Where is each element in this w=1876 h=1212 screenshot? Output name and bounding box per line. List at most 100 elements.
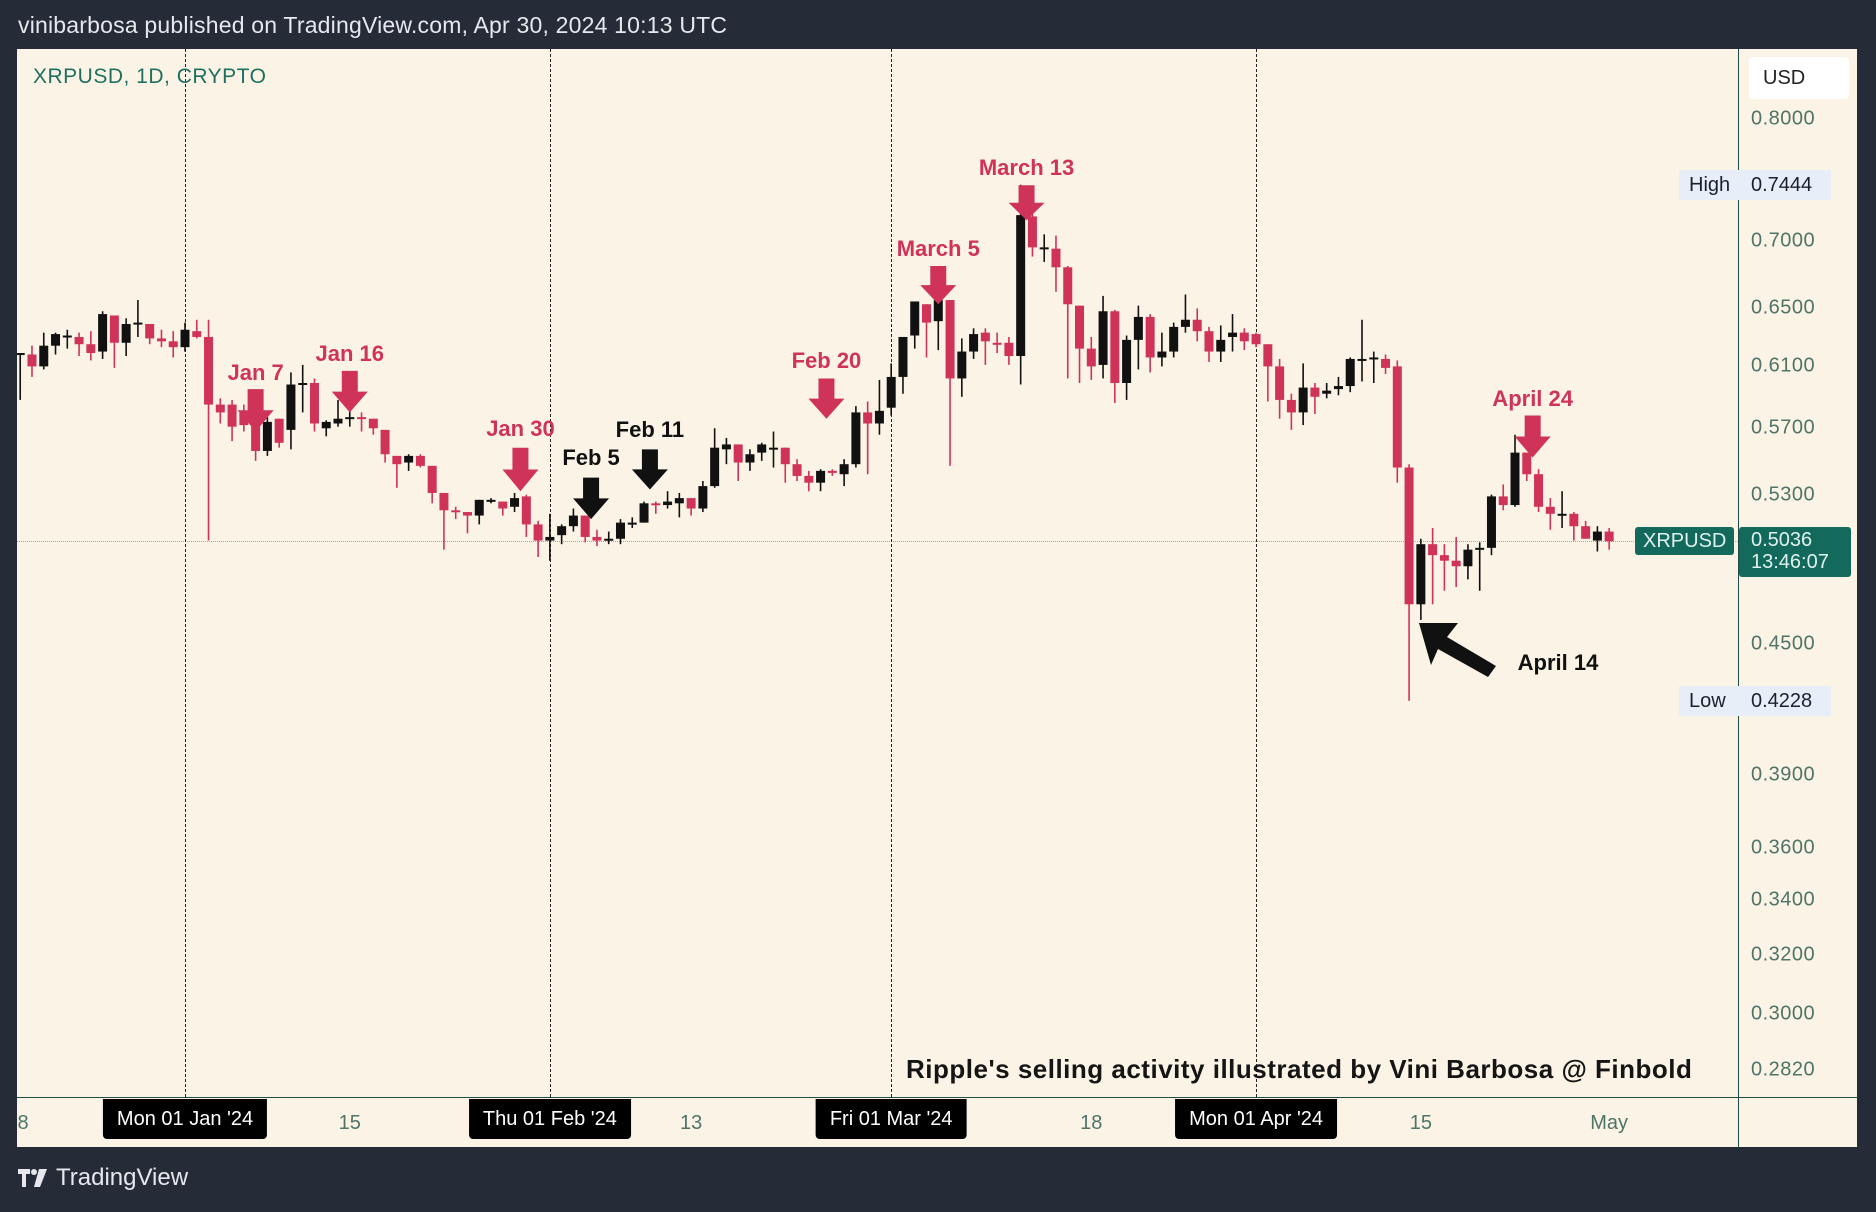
low-label: Low <box>1689 689 1726 712</box>
symbol-label[interactable]: XRPUSD, 1D, CRYPTO <box>33 65 267 88</box>
candle <box>1534 469 1544 513</box>
price-tick-label: 0.6500 <box>1751 296 1816 319</box>
high-price-tag: High 0.7444 <box>1679 169 1831 200</box>
candle <box>1204 326 1214 362</box>
candle <box>980 328 990 365</box>
price-tick-label: 0.3900 <box>1751 763 1816 786</box>
candle <box>1063 265 1073 379</box>
time-axis-month-badge: Fri 01 Mar '24 <box>815 1099 967 1139</box>
candle <box>827 469 837 476</box>
candle <box>451 506 461 520</box>
candle <box>180 322 190 352</box>
candle <box>910 301 920 349</box>
candle <box>298 364 308 413</box>
time-axis[interactable]: 8 Mon 01 Jan '24 15 Thu 01 Feb '24 13 Fri 01 … <box>17 1097 1857 1148</box>
candle <box>851 406 861 468</box>
candle <box>74 332 84 356</box>
price-tick-label: 0.6100 <box>1751 354 1816 377</box>
candle <box>674 492 684 518</box>
candle <box>439 492 449 550</box>
candle <box>1439 544 1449 591</box>
price-tick-label: 0.7000 <box>1751 229 1816 252</box>
candle <box>1251 332 1261 348</box>
candle <box>404 454 414 471</box>
candle <box>415 454 425 468</box>
candle <box>262 417 272 456</box>
candle <box>156 329 166 348</box>
down-arrow-icon <box>573 477 610 520</box>
down-arrow-icon <box>237 389 274 432</box>
price-tick-label: 0.2820 <box>1751 1058 1816 1081</box>
candle <box>557 524 567 545</box>
month-separator-line <box>185 49 186 1097</box>
candle <box>1592 526 1602 552</box>
candle <box>1392 360 1402 483</box>
candle <box>1369 351 1379 383</box>
candle <box>1475 542 1485 591</box>
candle <box>792 459 802 481</box>
time-axis-label: 18 <box>1080 1112 1103 1134</box>
down-arrow-icon <box>808 378 845 419</box>
candle <box>1581 520 1591 539</box>
candle <box>1004 336 1014 365</box>
candle <box>51 332 61 355</box>
candle <box>1051 235 1061 292</box>
down-arrow-icon <box>631 449 668 490</box>
candle <box>874 379 884 435</box>
candle <box>1145 314 1155 373</box>
candle <box>1098 295 1108 379</box>
price-plot-area[interactable]: XRPUSD, 1D, CRYPTO Jan 7 Jan 16 Jan 30 Feb … <box>17 49 1738 1097</box>
candle <box>1216 325 1226 362</box>
candle <box>1180 294 1190 333</box>
candle <box>1039 234 1049 262</box>
candle <box>486 498 496 504</box>
candle <box>1486 494 1496 556</box>
candle <box>380 429 390 463</box>
low-price-tag: Low 0.4228 <box>1679 685 1831 716</box>
candle <box>757 442 767 461</box>
candle <box>839 459 849 487</box>
candle <box>886 363 896 416</box>
candle <box>780 447 790 483</box>
time-axis-month-badge: Mon 01 Jan '24 <box>102 1099 268 1139</box>
current-price-value: 0.5036 <box>1751 529 1813 552</box>
candle <box>1122 335 1132 400</box>
price-axis[interactable]: USD 0.8000 0.7000 0.6500 0.6100 0.5700 0.5300… <box>1738 49 1858 1097</box>
candle <box>1192 308 1202 342</box>
candle <box>1169 322 1179 358</box>
candle <box>474 499 484 525</box>
candle <box>1075 305 1085 383</box>
candle <box>1027 210 1037 257</box>
candle <box>215 398 225 424</box>
candle <box>698 480 708 513</box>
currency-button[interactable]: USD <box>1749 57 1849 99</box>
candle <box>1357 319 1367 382</box>
candle <box>627 517 637 528</box>
annotation-label: Feb 20 <box>791 347 862 373</box>
candle <box>1463 544 1473 580</box>
candle <box>133 300 143 337</box>
candle <box>357 412 367 432</box>
bar-countdown: 13:46:07 <box>1751 551 1829 574</box>
candle <box>816 469 826 492</box>
candle <box>745 449 755 471</box>
candle <box>992 332 1002 354</box>
candle <box>321 420 331 437</box>
chart-caption: Ripple's selling activity illustrated by… <box>906 1054 1693 1084</box>
price-tick-label: 0.3000 <box>1751 1002 1816 1025</box>
time-axis-label: 15 <box>1409 1112 1432 1134</box>
time-axis-label: 13 <box>679 1112 703 1134</box>
candle <box>1086 336 1096 380</box>
down-arrow-icon <box>502 447 539 492</box>
candle <box>1604 527 1614 550</box>
candle <box>863 401 873 475</box>
price-tick-label: 0.3600 <box>1751 836 1816 859</box>
candle <box>1557 491 1567 528</box>
tradingview-logo-icon <box>18 1169 47 1187</box>
down-arrow-icon <box>920 265 957 305</box>
tradingview-brand: TradingView <box>56 1164 189 1191</box>
candle <box>1345 357 1355 393</box>
candle <box>733 444 743 481</box>
candle <box>1322 382 1332 399</box>
month-separator-line <box>891 49 893 1097</box>
